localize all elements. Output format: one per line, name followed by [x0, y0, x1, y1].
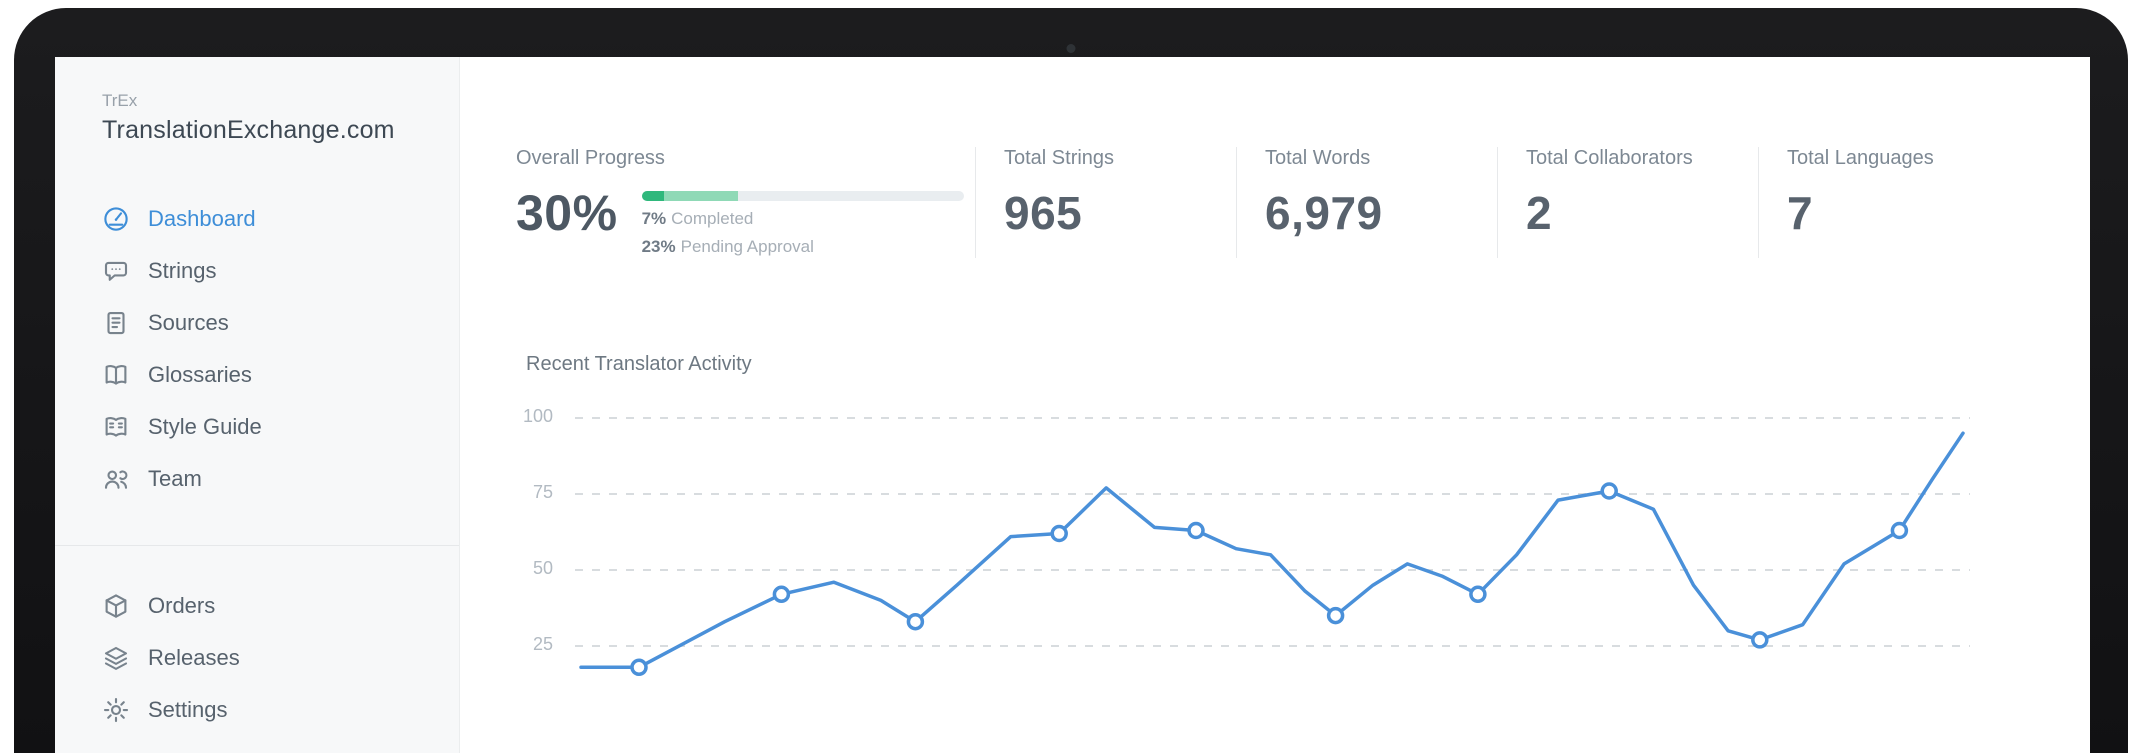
releases-icon — [101, 643, 131, 673]
stat-card-total-strings: Total Strings 965 — [975, 147, 1236, 258]
webcam-dot — [1066, 44, 1076, 53]
progress-bar — [641, 191, 964, 201]
stat-value: 2 — [1526, 187, 1553, 239]
laptop-bezel: TrEx TranslationExchange.com Dashboard — [14, 8, 2128, 753]
sidebar-item-team[interactable]: Team — [55, 453, 459, 505]
orders-icon — [101, 591, 131, 621]
sidebar-nav-secondary: Orders Releases — [55, 580, 459, 736]
settings-icon — [101, 695, 131, 725]
overall-progress-card: Overall Progress 30% 7% Completed — [460, 147, 975, 258]
sidebar-item-dashboard[interactable]: Dashboard — [55, 193, 459, 245]
stat-label: Total Collaborators — [1526, 147, 1693, 169]
sidebar-item-label: Sources — [148, 310, 229, 335]
sidebar-item-orders[interactable]: Orders — [55, 580, 459, 632]
sidebar-item-strings[interactable]: Strings — [55, 245, 459, 297]
progress-pending-segment — [664, 191, 739, 201]
sidebar-item-settings[interactable]: Settings — [55, 684, 459, 736]
glossaries-icon — [101, 360, 131, 390]
team-icon — [101, 464, 131, 494]
activity-line-chart — [575, 417, 1970, 677]
sidebar-nav-primary: Dashboard Strings — [55, 193, 459, 505]
chart-title: Recent Translator Activity — [526, 353, 752, 375]
logo-small: TrEx — [102, 91, 138, 110]
strings-icon — [101, 256, 131, 286]
sidebar-item-releases[interactable]: Releases — [55, 632, 459, 684]
sources-icon — [101, 308, 131, 338]
dashboard-main: Overall Progress 30% 7% Completed — [460, 57, 2090, 753]
style-guide-icon — [101, 412, 131, 442]
progress-completed-text: 7% Completed — [641, 209, 754, 228]
stat-card-total-collaborators: Total Collaborators 2 — [1497, 147, 1758, 258]
stat-label: Total Strings — [1004, 147, 1115, 169]
stat-card-total-languages: Total Languages 7 — [1758, 147, 2019, 258]
sidebar: TrEx TranslationExchange.com Dashboard — [55, 57, 460, 753]
sidebar-item-style-guide[interactable]: Style Guide — [55, 401, 459, 453]
sidebar-item-label: Style Guide — [148, 414, 262, 439]
stat-label: Total Languages — [1787, 147, 1934, 169]
y-tick-label: 100 — [522, 406, 553, 426]
stat-label: Total Words — [1265, 147, 1371, 169]
app-window: TrEx TranslationExchange.com Dashboard — [55, 57, 2090, 753]
logo[interactable]: TrEx TranslationExchange.com — [55, 57, 459, 145]
sidebar-item-label: Strings — [148, 258, 217, 283]
sidebar-item-sources[interactable]: Sources — [55, 297, 459, 349]
dashboard-icon — [101, 204, 131, 234]
y-tick-label: 75 — [532, 482, 553, 502]
y-tick-label: 25 — [532, 634, 553, 654]
stat-card-total-words: Total Words 6,979 — [1236, 147, 1497, 258]
stat-value: 965 — [1004, 187, 1083, 239]
sidebar-item-label: Orders — [148, 593, 216, 618]
stat-value: 7 — [1787, 187, 1814, 239]
y-tick-label: 50 — [532, 558, 553, 578]
progress-pending-text: 23% Pending Approval — [641, 237, 814, 257]
sidebar-item-label: Dashboard — [148, 206, 256, 231]
progress-completed-segment — [641, 191, 665, 201]
sidebar-item-label: Releases — [148, 645, 240, 670]
overall-progress-value: 30% — [516, 185, 618, 241]
overall-progress-label: Overall Progress — [516, 147, 665, 169]
sidebar-item-label: Team — [148, 466, 202, 491]
sidebar-divider — [55, 545, 459, 546]
logo-main: TranslationExchange.com — [102, 116, 395, 144]
sidebar-item-glossaries[interactable]: Glossaries — [55, 349, 459, 401]
sidebar-item-label: Glossaries — [148, 362, 252, 387]
stats-row: Overall Progress 30% 7% Completed — [460, 147, 2019, 258]
sidebar-item-label: Settings — [148, 697, 228, 722]
stat-value: 6,979 — [1265, 187, 1383, 239]
